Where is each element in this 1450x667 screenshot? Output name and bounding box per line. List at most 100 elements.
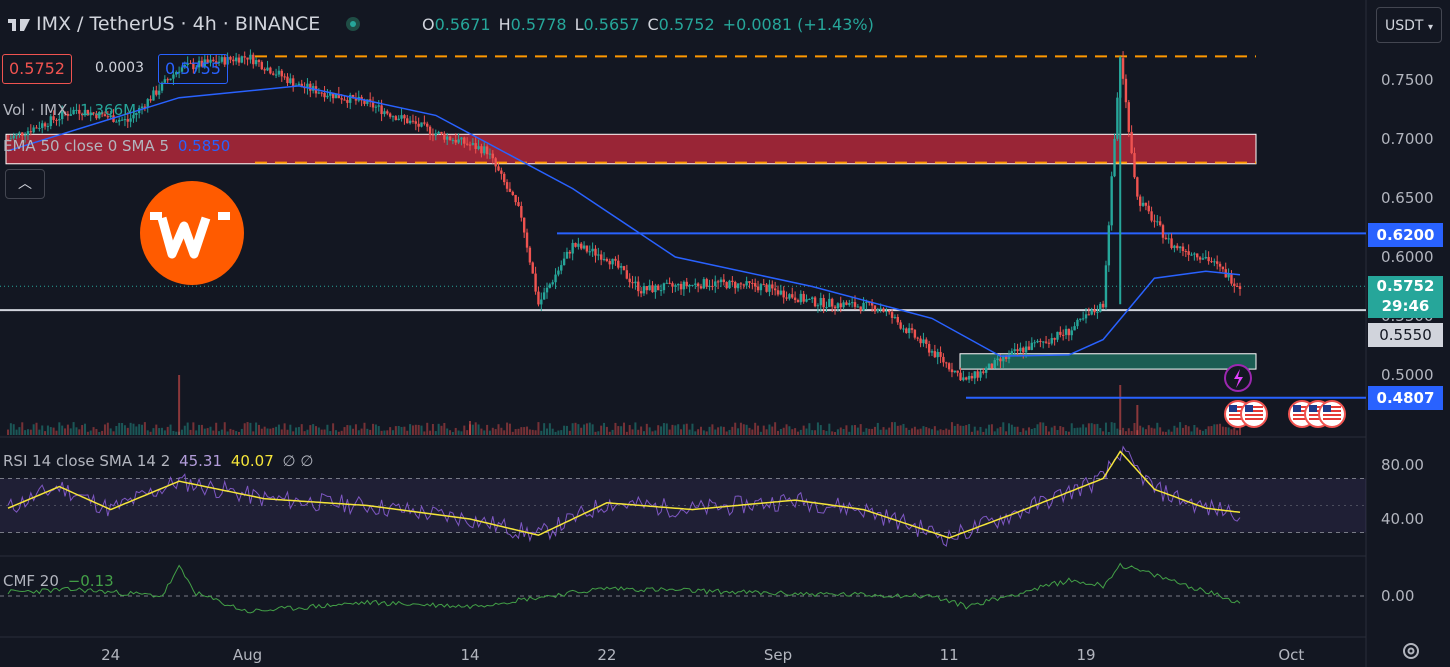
volume-bars bbox=[7, 375, 1241, 435]
price-axis-tick: 0.6500 bbox=[1381, 189, 1434, 207]
candle-body bbox=[1113, 138, 1116, 177]
volume-bar bbox=[35, 422, 38, 435]
candle-body bbox=[109, 115, 112, 118]
volume-bar bbox=[831, 431, 834, 435]
support-price-tag: 0.5550 bbox=[1368, 323, 1443, 347]
candle-body bbox=[856, 306, 860, 308]
candle-body bbox=[984, 368, 988, 373]
candle-body bbox=[323, 92, 326, 98]
candle-body bbox=[240, 56, 244, 63]
volume-bar bbox=[751, 429, 754, 435]
volume-bar bbox=[89, 430, 92, 435]
volume-bar bbox=[223, 422, 226, 435]
volume-bar bbox=[275, 426, 278, 435]
price-axis-tick: 0.7500 bbox=[1381, 71, 1434, 89]
currency-selector[interactable]: USDT ▾ bbox=[1376, 7, 1442, 43]
volume-bar bbox=[768, 424, 771, 435]
volume-bar bbox=[697, 429, 700, 435]
volume-bar bbox=[779, 428, 782, 435]
collapse-legend-button[interactable]: ︿ bbox=[5, 169, 45, 199]
candle-body bbox=[483, 146, 486, 154]
candle-body bbox=[35, 127, 38, 129]
volume-bar bbox=[540, 430, 543, 435]
volume-bar bbox=[814, 430, 817, 435]
volume-bar bbox=[340, 430, 343, 435]
volume-bar bbox=[588, 422, 591, 435]
volume-bar bbox=[956, 423, 959, 435]
horizontal-levels[interactable] bbox=[0, 55, 1366, 399]
candle-body bbox=[599, 254, 603, 260]
volume-bar bbox=[942, 430, 945, 435]
volume-bar bbox=[246, 422, 249, 435]
candle-body bbox=[78, 109, 81, 114]
candle-body bbox=[186, 63, 189, 66]
candle-body bbox=[417, 123, 420, 127]
sell-price-button[interactable]: 0.5752 bbox=[2, 54, 72, 84]
candle-body bbox=[617, 260, 620, 268]
volume-bar bbox=[1159, 427, 1162, 435]
flag-stripe bbox=[1309, 406, 1327, 408]
volume-bar bbox=[320, 429, 323, 435]
candle-body bbox=[89, 112, 92, 116]
volume-bar bbox=[526, 426, 529, 435]
low-value: 0.5657 bbox=[583, 15, 640, 34]
event-markers[interactable] bbox=[1224, 364, 1346, 428]
volume-bar bbox=[1162, 431, 1164, 435]
candle-body bbox=[642, 286, 646, 294]
horizontal-zones[interactable] bbox=[5, 133, 1257, 370]
candle-body bbox=[454, 139, 457, 143]
candle-body bbox=[605, 258, 609, 262]
volume-bar bbox=[506, 422, 509, 435]
volume-bar bbox=[1099, 427, 1102, 435]
candle-body bbox=[511, 191, 514, 195]
candle-body bbox=[719, 279, 723, 283]
candle-body bbox=[682, 281, 686, 290]
candle-body bbox=[799, 293, 803, 303]
cmf-line bbox=[7, 562, 1241, 614]
volume-bar bbox=[334, 430, 337, 435]
volume-bar bbox=[523, 427, 526, 435]
volume-bar bbox=[337, 431, 340, 435]
candle-body bbox=[1104, 265, 1108, 308]
volume-bar bbox=[568, 430, 571, 435]
candle-body bbox=[98, 112, 101, 119]
volume-bar bbox=[446, 428, 449, 435]
volume-bar bbox=[252, 431, 255, 435]
logo-circle bbox=[140, 181, 244, 285]
candle-body bbox=[560, 265, 563, 271]
volume-bar bbox=[352, 428, 355, 435]
volume-bar bbox=[1170, 431, 1173, 435]
volume-bar bbox=[500, 427, 503, 435]
candle-body bbox=[29, 131, 33, 133]
volume-bar bbox=[614, 422, 617, 435]
logo-bar-left bbox=[150, 212, 162, 220]
volume-bar bbox=[420, 425, 423, 435]
candle-body bbox=[468, 144, 472, 146]
candle-body bbox=[277, 70, 281, 75]
volume-bar bbox=[52, 427, 55, 435]
buy-price-button[interactable]: 0.5755 bbox=[158, 54, 228, 84]
volume-bar bbox=[808, 423, 811, 435]
volume-bar bbox=[1042, 422, 1045, 435]
candle-body bbox=[691, 284, 694, 286]
volume-bar bbox=[982, 431, 985, 435]
candle-body bbox=[776, 290, 780, 295]
volume-bar bbox=[163, 430, 166, 435]
chevron-down-icon: ▾ bbox=[1427, 22, 1433, 33]
candle-body bbox=[420, 122, 423, 127]
candle-body bbox=[657, 285, 660, 291]
volume-bar bbox=[1013, 426, 1016, 435]
candle-body bbox=[1039, 340, 1042, 342]
candle-body bbox=[366, 99, 369, 104]
volume-bar bbox=[888, 427, 891, 435]
volume-bar bbox=[400, 426, 403, 435]
volume-value: 1.366M bbox=[80, 101, 137, 119]
volume-bar bbox=[674, 425, 677, 435]
volume-bar bbox=[919, 428, 922, 435]
last-price-tag: 0.5752 29:46 bbox=[1368, 276, 1443, 318]
settings-icon[interactable] bbox=[1400, 640, 1422, 662]
volume-bar bbox=[668, 429, 671, 435]
volume-bar bbox=[369, 429, 372, 435]
volume-bar bbox=[26, 429, 29, 435]
